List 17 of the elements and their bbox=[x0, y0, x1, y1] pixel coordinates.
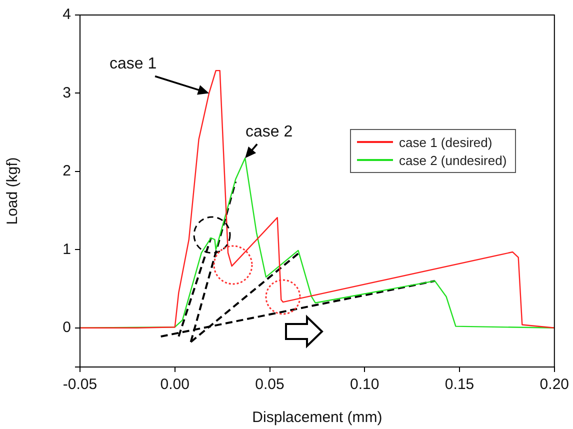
x-axis-title: Displacement (mm) bbox=[252, 409, 382, 426]
y-tick-label: 1 bbox=[62, 240, 71, 258]
y-tick-label: 3 bbox=[62, 84, 71, 102]
y-tick-label: 0 bbox=[62, 319, 71, 336]
x-tick-label: 0.20 bbox=[540, 376, 570, 394]
annotation: case 1 bbox=[109, 56, 157, 73]
y-tick-label: 4 bbox=[62, 6, 71, 24]
x-tick-label: 0.10 bbox=[350, 376, 380, 394]
y-axis-title: Load (kgf) bbox=[4, 157, 22, 225]
y-tick-label: 2 bbox=[62, 162, 71, 180]
x-tick-label: 0.05 bbox=[255, 376, 284, 394]
x-tick-label: 0.00 bbox=[160, 376, 190, 394]
annotation: case 2 bbox=[246, 124, 293, 141]
x-tick-label: 0.15 bbox=[444, 376, 474, 394]
legend-label: case 2 (undesired) bbox=[399, 152, 507, 168]
legend-label: case 1 (desired) bbox=[399, 134, 492, 150]
x-tick-label: -0.05 bbox=[62, 376, 98, 394]
